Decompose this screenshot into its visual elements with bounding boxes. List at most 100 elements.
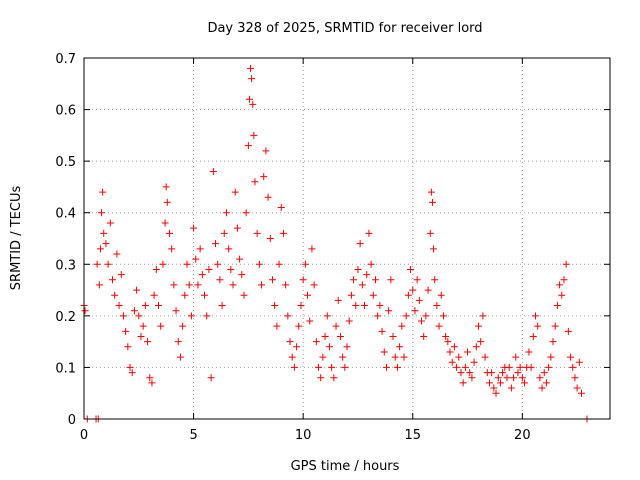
data-point (369, 291, 377, 299)
data-point (203, 312, 211, 320)
data-point (363, 271, 371, 279)
data-point (549, 338, 557, 346)
data-point (81, 307, 89, 315)
data-point (525, 348, 533, 356)
data-point (496, 379, 504, 387)
chart-title: Day 328 of 2025, SRMTID for receiver lor… (207, 21, 482, 36)
data-point (141, 302, 149, 310)
data-point (102, 240, 110, 248)
data-point (99, 188, 107, 196)
data-point (567, 353, 575, 361)
data-point (385, 307, 393, 315)
data-point (527, 363, 535, 371)
data-point (100, 229, 108, 237)
data-point (247, 64, 255, 72)
data-point (260, 173, 268, 181)
data-point (124, 343, 132, 351)
data-point (106, 219, 114, 227)
data-point (310, 281, 318, 289)
data-point (459, 379, 467, 387)
data-point (571, 374, 579, 382)
data-point (159, 260, 167, 268)
data-point (411, 307, 419, 315)
data-point (225, 245, 233, 253)
data-point (98, 209, 106, 217)
data-point (161, 219, 169, 227)
data-point (301, 260, 309, 268)
data-points (80, 64, 591, 423)
data-point (442, 332, 450, 340)
data-point (521, 379, 529, 387)
data-point (551, 322, 559, 330)
data-point (531, 312, 539, 320)
data-point (391, 353, 399, 361)
data-point (113, 250, 121, 258)
data-point (564, 327, 572, 335)
data-point (251, 178, 259, 186)
data-point (358, 281, 366, 289)
data-point (119, 312, 127, 320)
data-point (183, 260, 191, 268)
data-point (422, 312, 430, 320)
data-point (194, 281, 202, 289)
data-point (328, 363, 336, 371)
data-point (499, 369, 507, 377)
data-point (227, 265, 235, 273)
data-point (380, 348, 388, 356)
data-point (95, 281, 103, 289)
data-point (371, 276, 379, 284)
data-point (122, 327, 130, 335)
data-point (330, 374, 338, 382)
data-point (157, 322, 165, 330)
data-point (347, 291, 355, 299)
data-point (209, 167, 217, 175)
data-point (293, 343, 301, 351)
x-tick-label: 20 (514, 428, 531, 443)
data-point (475, 322, 482, 330)
data-point (212, 240, 219, 248)
data-point (264, 193, 272, 201)
data-point (547, 353, 555, 361)
data-point (439, 312, 447, 320)
data-point (428, 198, 436, 206)
data-point (477, 338, 485, 346)
data-point (262, 147, 270, 155)
data-point (207, 374, 215, 382)
data-point (404, 291, 412, 299)
y-tick-label: 0.2 (55, 310, 76, 325)
data-point (308, 245, 316, 253)
data-point (350, 276, 358, 284)
data-point (176, 353, 184, 361)
data-point (529, 332, 537, 340)
data-point (578, 389, 586, 397)
data-point (282, 281, 290, 289)
data-point (317, 374, 325, 382)
data-point (490, 384, 498, 392)
data-point (172, 307, 180, 315)
data-point (222, 209, 230, 217)
data-point (431, 276, 439, 284)
data-point (558, 291, 566, 299)
data-point (238, 271, 246, 279)
data-point (556, 281, 564, 289)
data-point (450, 343, 458, 351)
data-point (446, 348, 454, 356)
data-point (249, 100, 257, 108)
data-point (266, 235, 274, 242)
data-point (536, 374, 544, 382)
data-point (137, 332, 145, 340)
data-point (152, 265, 160, 273)
data-point (341, 363, 349, 371)
data-point (464, 348, 472, 356)
data-point (130, 307, 138, 315)
data-point (325, 343, 333, 351)
data-point (108, 276, 116, 284)
data-point (231, 188, 239, 196)
data-point (400, 353, 408, 361)
data-point (332, 322, 340, 330)
data-point (433, 302, 441, 310)
data-point (299, 276, 307, 284)
data-point (133, 286, 141, 294)
data-point (437, 291, 445, 299)
data-point (279, 229, 287, 237)
